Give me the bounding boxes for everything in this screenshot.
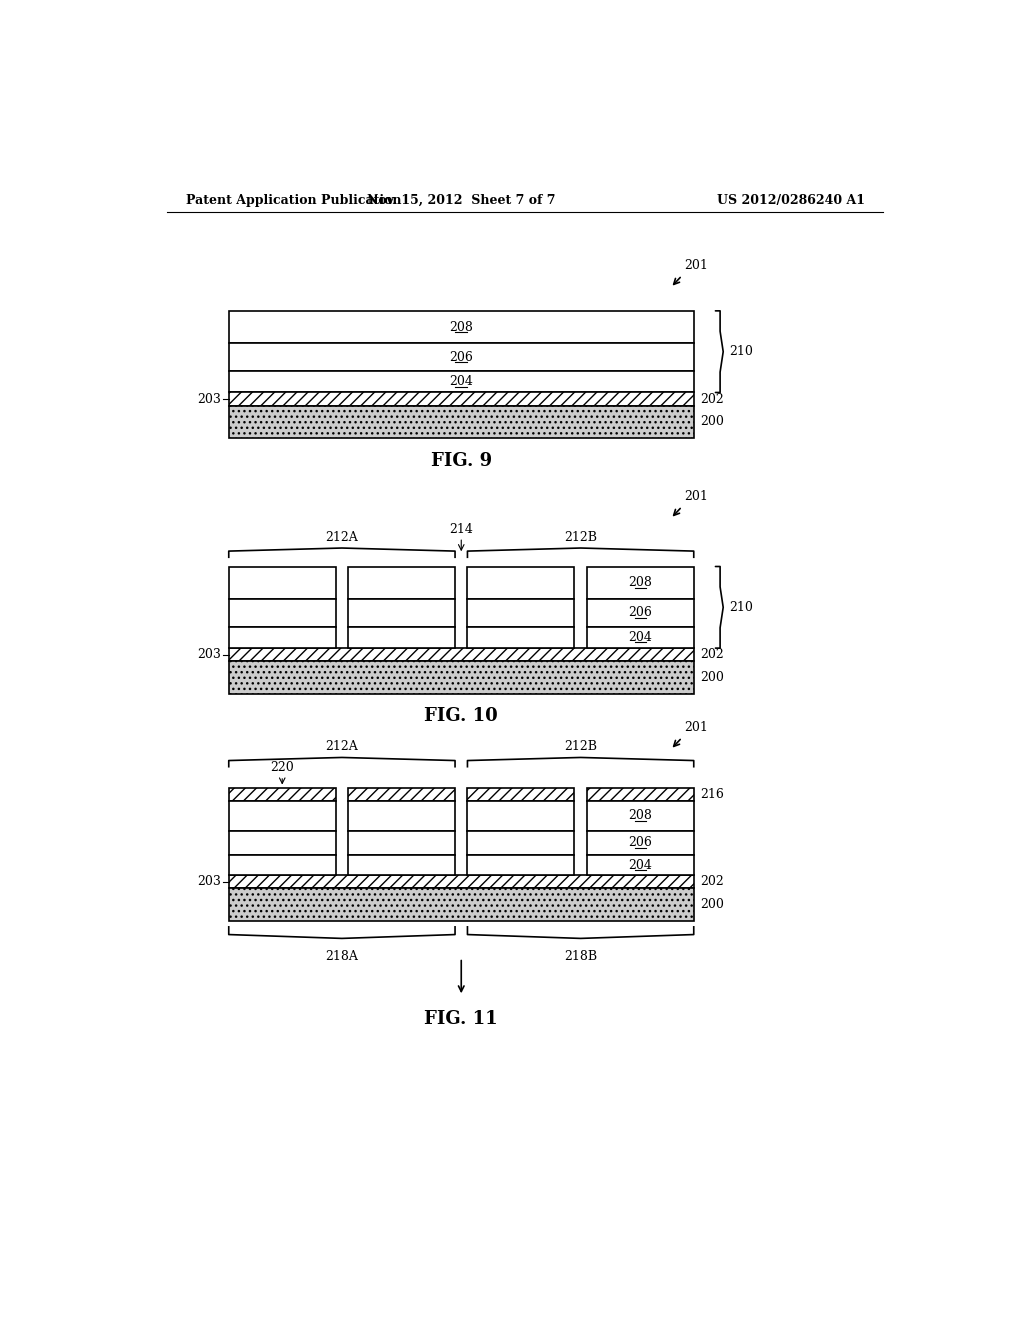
Text: 218A: 218A [326,950,358,964]
Bar [467,566,574,599]
Text: FIG. 10: FIG. 10 [424,708,498,726]
Text: 202: 202 [700,875,724,888]
Bar [348,855,455,875]
Text: 214: 214 [450,523,473,536]
Bar [348,566,455,599]
Text: 200: 200 [700,416,724,428]
Text: 216: 216 [700,788,724,801]
Text: 201: 201 [684,490,709,503]
Text: 202: 202 [700,392,724,405]
Text: US 2012/0286240 A1: US 2012/0286240 A1 [717,194,865,207]
Bar [467,801,574,830]
Bar [228,599,336,627]
Text: 204: 204 [629,859,652,871]
Text: 200: 200 [700,671,724,684]
Bar [467,830,574,855]
Bar [228,405,693,438]
Text: 210: 210 [729,601,754,614]
Text: 203: 203 [198,392,221,405]
Bar [228,392,693,405]
Text: 206: 206 [629,606,652,619]
Text: FIG. 11: FIG. 11 [424,1010,498,1028]
Text: 204: 204 [629,631,652,644]
Bar [228,661,693,693]
Bar [348,788,455,801]
Bar [467,599,574,627]
Bar [587,801,693,830]
Text: 200: 200 [700,898,724,911]
Text: 208: 208 [450,321,473,334]
Text: Patent Application Publication: Patent Application Publication [186,194,401,207]
Text: 218B: 218B [564,950,597,964]
Bar [587,627,693,648]
Bar [228,343,693,371]
Text: 206: 206 [629,837,652,850]
Bar [228,648,693,661]
Bar [467,855,574,875]
Bar [587,566,693,599]
Bar [228,830,336,855]
Bar [348,599,455,627]
Bar [228,371,693,392]
Bar [587,830,693,855]
Bar [228,888,693,921]
Bar [587,855,693,875]
Text: 201: 201 [684,259,709,272]
Text: 212B: 212B [564,531,597,544]
Bar [228,855,336,875]
Bar [467,627,574,648]
Text: 201: 201 [684,721,709,734]
Bar [587,788,693,801]
Text: 208: 208 [629,809,652,822]
Text: 203: 203 [198,875,221,888]
Bar [228,801,336,830]
Text: 202: 202 [700,648,724,661]
Text: 212A: 212A [326,531,358,544]
Text: Nov. 15, 2012  Sheet 7 of 7: Nov. 15, 2012 Sheet 7 of 7 [367,194,555,207]
Bar [587,599,693,627]
Bar [228,627,336,648]
Bar [348,627,455,648]
Bar [348,801,455,830]
Text: 208: 208 [629,576,652,589]
Text: 210: 210 [729,345,754,358]
Bar [348,830,455,855]
Bar [228,875,693,888]
Text: 220: 220 [270,762,294,775]
Text: 204: 204 [450,375,473,388]
Bar [228,312,693,343]
Text: FIG. 9: FIG. 9 [431,451,492,470]
Text: 212B: 212B [564,741,597,754]
Bar [467,788,574,801]
Bar [228,788,336,801]
Bar [228,566,336,599]
Text: 203: 203 [198,648,221,661]
Text: 206: 206 [450,351,473,363]
Text: 212A: 212A [326,741,358,754]
